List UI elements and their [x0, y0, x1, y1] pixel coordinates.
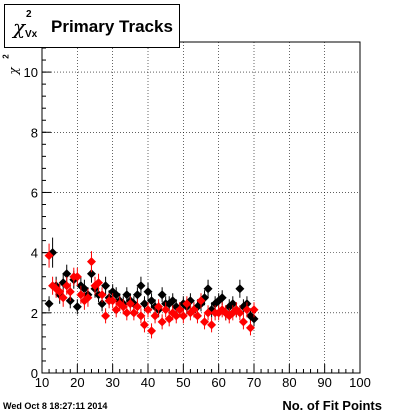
data-point	[129, 308, 139, 318]
data-point	[143, 305, 153, 315]
data-point	[242, 305, 252, 315]
data-point	[203, 308, 213, 318]
data-point	[196, 296, 206, 306]
data-point	[83, 293, 93, 303]
data-point	[62, 269, 72, 279]
y-tick-label: 10	[24, 65, 38, 80]
data-point	[157, 290, 167, 300]
data-point	[150, 311, 160, 321]
data-point	[228, 299, 238, 309]
data-point	[111, 305, 121, 315]
y-tick-label: 2	[31, 306, 38, 321]
data-point	[207, 320, 217, 330]
data-point	[245, 323, 255, 333]
x-tick-label: 70	[247, 375, 261, 390]
x-tick-label: 60	[211, 375, 225, 390]
data-point	[72, 302, 82, 312]
data-point	[122, 290, 132, 300]
data-point	[132, 302, 142, 312]
x-tick-label: 50	[176, 375, 190, 390]
data-point	[139, 320, 149, 330]
y-tick-label: 4	[31, 246, 38, 261]
chart-title: Primary Tracks	[51, 17, 173, 36]
data-point	[189, 305, 199, 315]
data-point	[65, 287, 75, 297]
title-superscript: 2	[26, 9, 32, 20]
axis-ticks	[41, 47, 361, 374]
data-point	[101, 311, 111, 321]
data-point	[86, 257, 96, 267]
data-point	[235, 308, 245, 318]
data-point	[171, 311, 181, 321]
data-point	[147, 296, 157, 306]
data-point	[249, 314, 259, 324]
data-point	[55, 287, 65, 297]
data-point	[44, 251, 54, 261]
data-point	[192, 311, 202, 321]
title-box: χ 2 Vx Primary Tracks	[4, 4, 180, 48]
data-point	[157, 317, 167, 327]
data-points	[44, 237, 259, 339]
data-point	[139, 299, 149, 309]
tick-labels: 10 20 30 40 50 60 70 80 90 100 0 2 4 6 8 10	[24, 65, 371, 390]
data-point	[118, 302, 128, 312]
data-point	[168, 296, 178, 306]
data-point	[249, 305, 259, 315]
data-point	[164, 314, 174, 324]
data-point	[143, 287, 153, 297]
data-point	[136, 281, 146, 291]
y-tick-label: 0	[31, 366, 38, 381]
x-tick-label: 10	[35, 375, 49, 390]
x-tick-label: 80	[282, 375, 296, 390]
data-point	[97, 299, 107, 309]
y-tick-label: 6	[31, 185, 38, 200]
data-point	[108, 296, 118, 306]
timestamp: Wed Oct 8 18:27:11 2014	[3, 401, 108, 411]
data-point	[136, 311, 146, 321]
plot-frame	[41, 41, 361, 374]
title-chi-symbol: χ	[13, 15, 26, 39]
data-point	[58, 293, 68, 303]
data-point	[238, 317, 248, 327]
x-tick-label: 90	[317, 375, 331, 390]
data-point	[72, 272, 82, 282]
data-point	[94, 278, 104, 288]
data-point	[178, 311, 188, 321]
y-axis-superscript: 2	[1, 54, 11, 59]
data-point	[101, 281, 111, 291]
grid-lines	[42, 42, 360, 373]
y-tick-label: 8	[31, 125, 38, 140]
data-point	[147, 326, 157, 336]
data-point	[86, 269, 96, 279]
data-point	[62, 281, 72, 291]
data-point	[111, 290, 121, 300]
x-tick-label: 100	[349, 375, 371, 390]
data-point	[132, 290, 142, 300]
x-tick-label: 20	[70, 375, 84, 390]
data-point	[76, 290, 86, 300]
data-point	[44, 299, 54, 309]
data-point	[175, 305, 185, 315]
data-point	[79, 284, 89, 294]
data-point	[182, 299, 192, 309]
x-tick-label: 30	[105, 375, 119, 390]
data-point	[203, 284, 213, 294]
data-point	[200, 317, 210, 327]
data-point	[217, 293, 227, 303]
data-point	[97, 290, 107, 300]
y-axis-chi-symbol: χ	[6, 67, 21, 75]
data-point	[125, 299, 135, 309]
data-point	[154, 302, 164, 312]
data-point	[122, 308, 132, 318]
data-point	[235, 284, 245, 294]
data-point	[161, 305, 171, 315]
x-tick-label: 40	[141, 375, 155, 390]
title-subscript: Vx	[25, 29, 38, 40]
y-axis-label: χ 2	[2, 50, 22, 80]
x-axis-label: No. of Fit Points	[282, 398, 382, 413]
